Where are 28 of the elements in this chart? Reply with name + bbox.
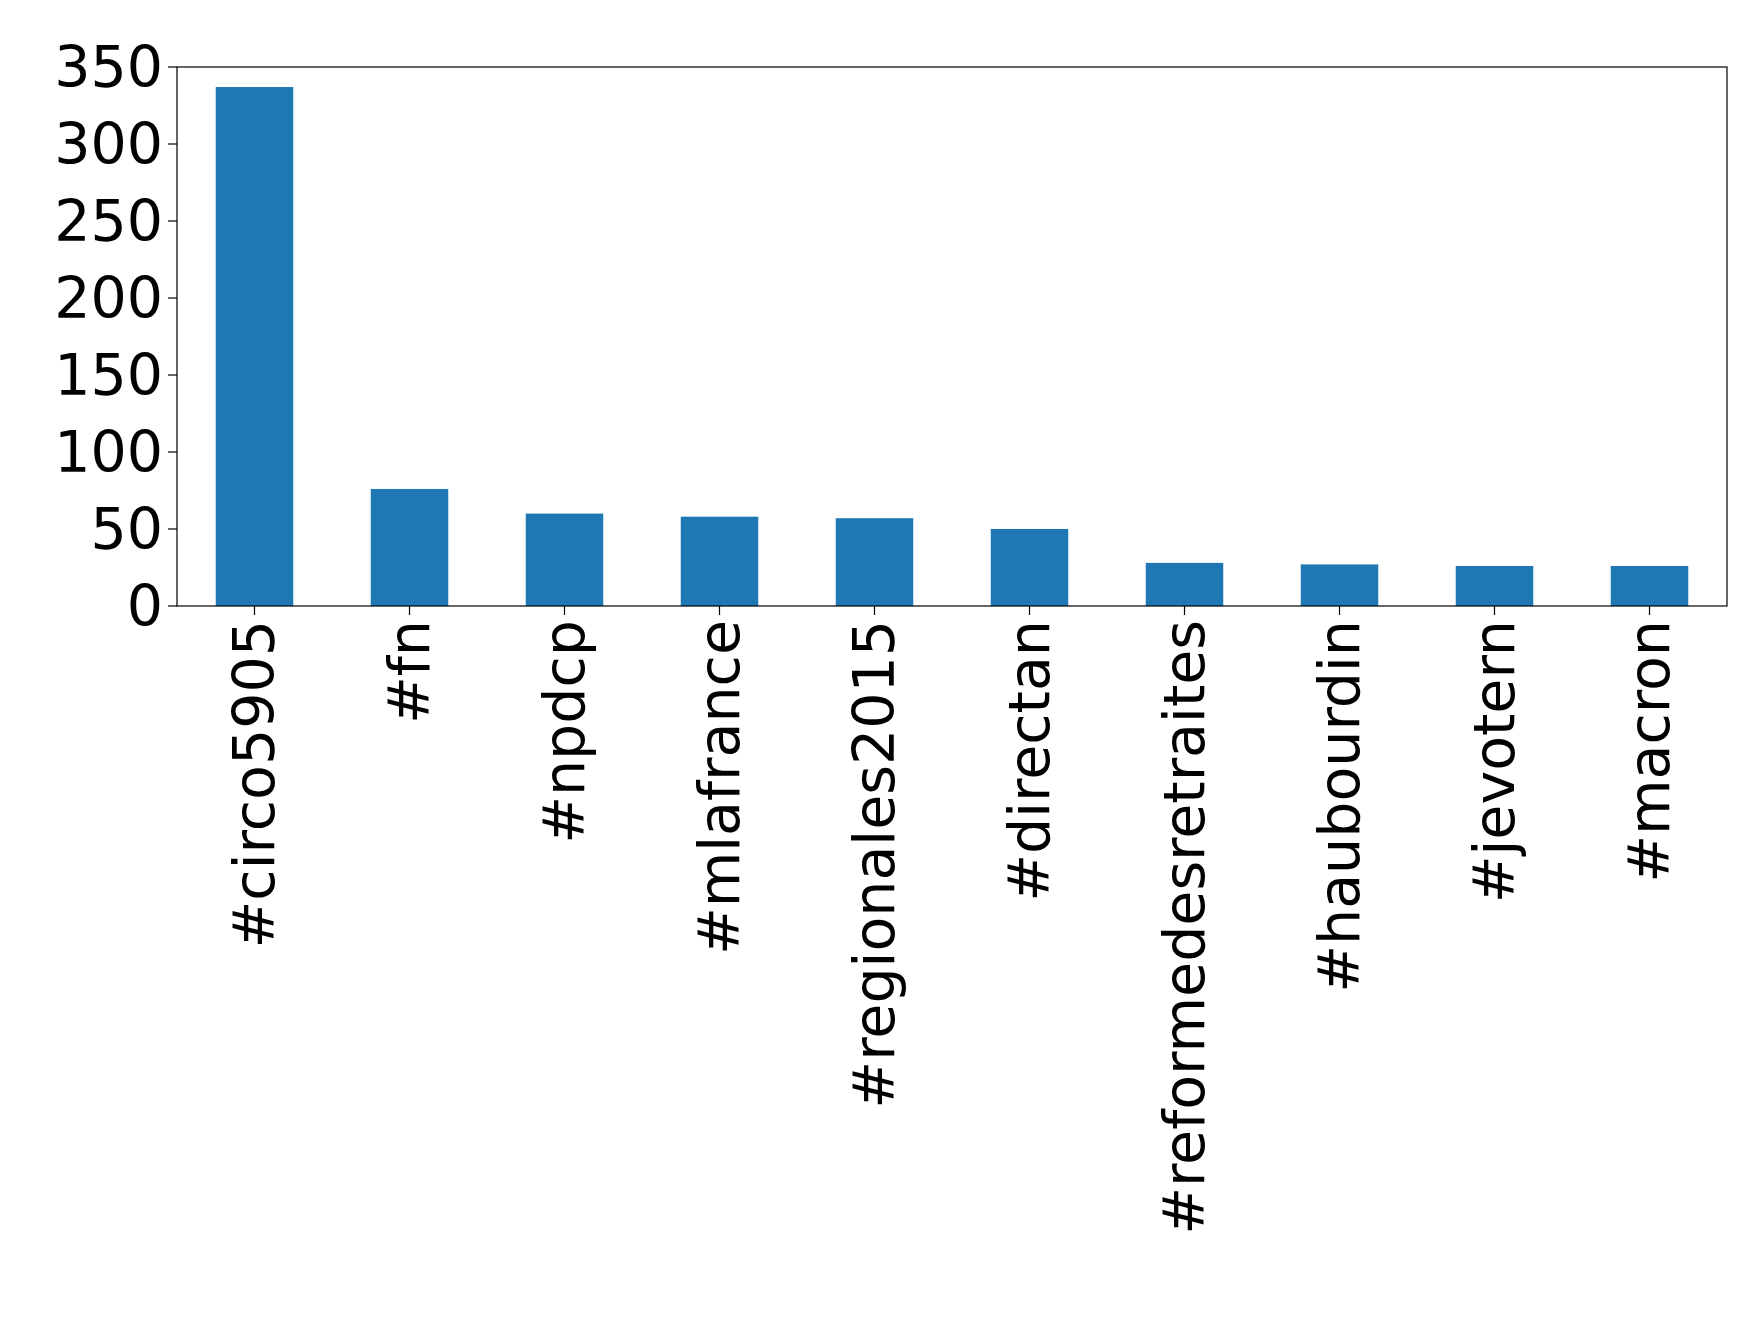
bar bbox=[1145, 562, 1224, 606]
bar bbox=[215, 87, 294, 606]
x-tick-label: #jevotern bbox=[1461, 620, 1528, 904]
x-tick-label: #regionales2015 bbox=[841, 620, 908, 1109]
x-tick-label: #reformedesretraites bbox=[1151, 620, 1218, 1235]
x-tick-label: #haubourdin bbox=[1306, 620, 1373, 993]
y-tick-label: 250 bbox=[54, 187, 163, 254]
y-tick-label: 300 bbox=[54, 110, 163, 177]
bar bbox=[835, 518, 914, 606]
bar bbox=[990, 529, 1069, 606]
bar bbox=[1455, 565, 1534, 606]
y-tick-label: 350 bbox=[54, 33, 163, 100]
x-tick-label: #mlafrance bbox=[686, 620, 753, 956]
y-tick-label: 100 bbox=[54, 418, 163, 485]
y-tick-label: 150 bbox=[54, 341, 163, 408]
x-tick-label: #directan bbox=[996, 620, 1063, 902]
bar bbox=[370, 488, 449, 606]
bar bbox=[525, 513, 604, 606]
x-tick-label: #fn bbox=[376, 620, 443, 724]
y-tick-label: 0 bbox=[126, 572, 163, 639]
x-tick-label: #circo5905 bbox=[221, 620, 288, 949]
bar bbox=[1610, 565, 1689, 606]
x-tick-label: #macron bbox=[1616, 620, 1683, 883]
x-tick-label: #npdcp bbox=[531, 620, 598, 844]
bar bbox=[1300, 564, 1379, 606]
y-tick-label: 200 bbox=[54, 264, 163, 331]
y-tick-label: 50 bbox=[90, 495, 163, 562]
bar bbox=[680, 516, 759, 606]
